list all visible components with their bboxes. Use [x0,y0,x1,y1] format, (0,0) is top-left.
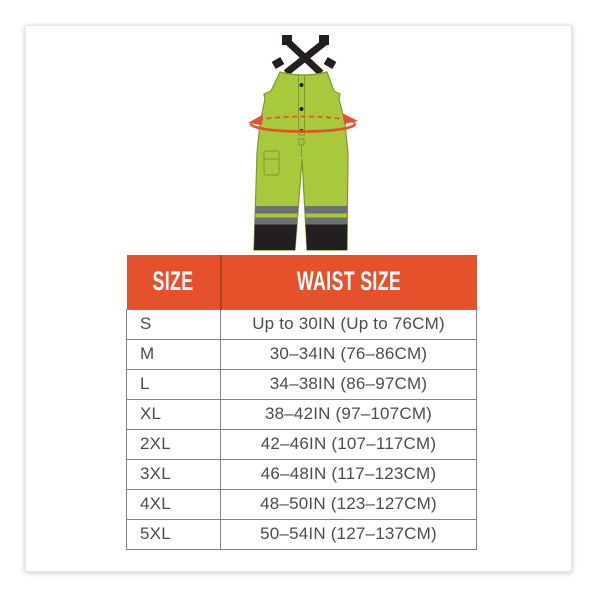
waist-column-header: WAIST SIZE [219,255,477,309]
size-cell: S [126,308,221,340]
waist-cell: 34–38IN (86–97CM) [220,368,477,400]
waist-cell: 46–48IN (117–123CM) [220,458,477,490]
table-row: 4XL 48–50IN (123–127CM) [126,488,477,520]
size-cell: M [126,338,221,370]
size-cell: 5XL [126,518,221,550]
waist-header-label: WAIST SIZE [296,266,402,297]
waist-cell: 38–42IN (97–107CM) [220,398,477,430]
waist-cell: 42–46IN (107–117CM) [220,428,477,460]
leg-pocket [263,150,280,176]
bib-placket [298,74,305,157]
size-chart-table: SIZE WAIST SIZE S Up to 30IN (Up to 76CM… [126,255,477,550]
size-column-header: SIZE [126,255,221,309]
size-cell: 2XL [126,428,221,460]
table-row: 2XL 42–46IN (107–117CM) [126,428,477,460]
waist-cell: Up to 30IN (Up to 76CM) [220,308,477,340]
size-header-label: SIZE [152,266,194,297]
waist-cell: 48–50IN (123–127CM) [220,488,477,520]
suspenders-icon [271,35,337,76]
waist-cell: 30–34IN (76–86CM) [220,338,477,370]
table-row: XL 38–42IN (97–107CM) [126,398,477,430]
size-cell: XL [126,398,221,430]
size-chart-card: SIZE WAIST SIZE S Up to 30IN (Up to 76CM… [25,25,572,572]
table-row: M 30–34IN (76–86CM) [126,338,477,370]
overalls-illustration [248,35,358,251]
table-row: L 34–38IN (86–97CM) [126,368,477,400]
reflective-stripes-and-cuffs [254,206,348,250]
table-row: 5XL 50–54IN (127–137CM) [126,518,477,550]
size-cell: L [126,368,221,400]
header-row: SIZE WAIST SIZE [126,255,477,309]
waist-measurement-ellipse-icon [248,113,358,133]
size-cell: 4XL [126,488,221,520]
waist-cell: 50–54IN (127–137CM) [220,518,477,550]
table-row: S Up to 30IN (Up to 76CM) [126,308,477,340]
size-cell: 3XL [126,458,221,490]
table-row: 3XL 46–48IN (117–123CM) [126,458,477,490]
